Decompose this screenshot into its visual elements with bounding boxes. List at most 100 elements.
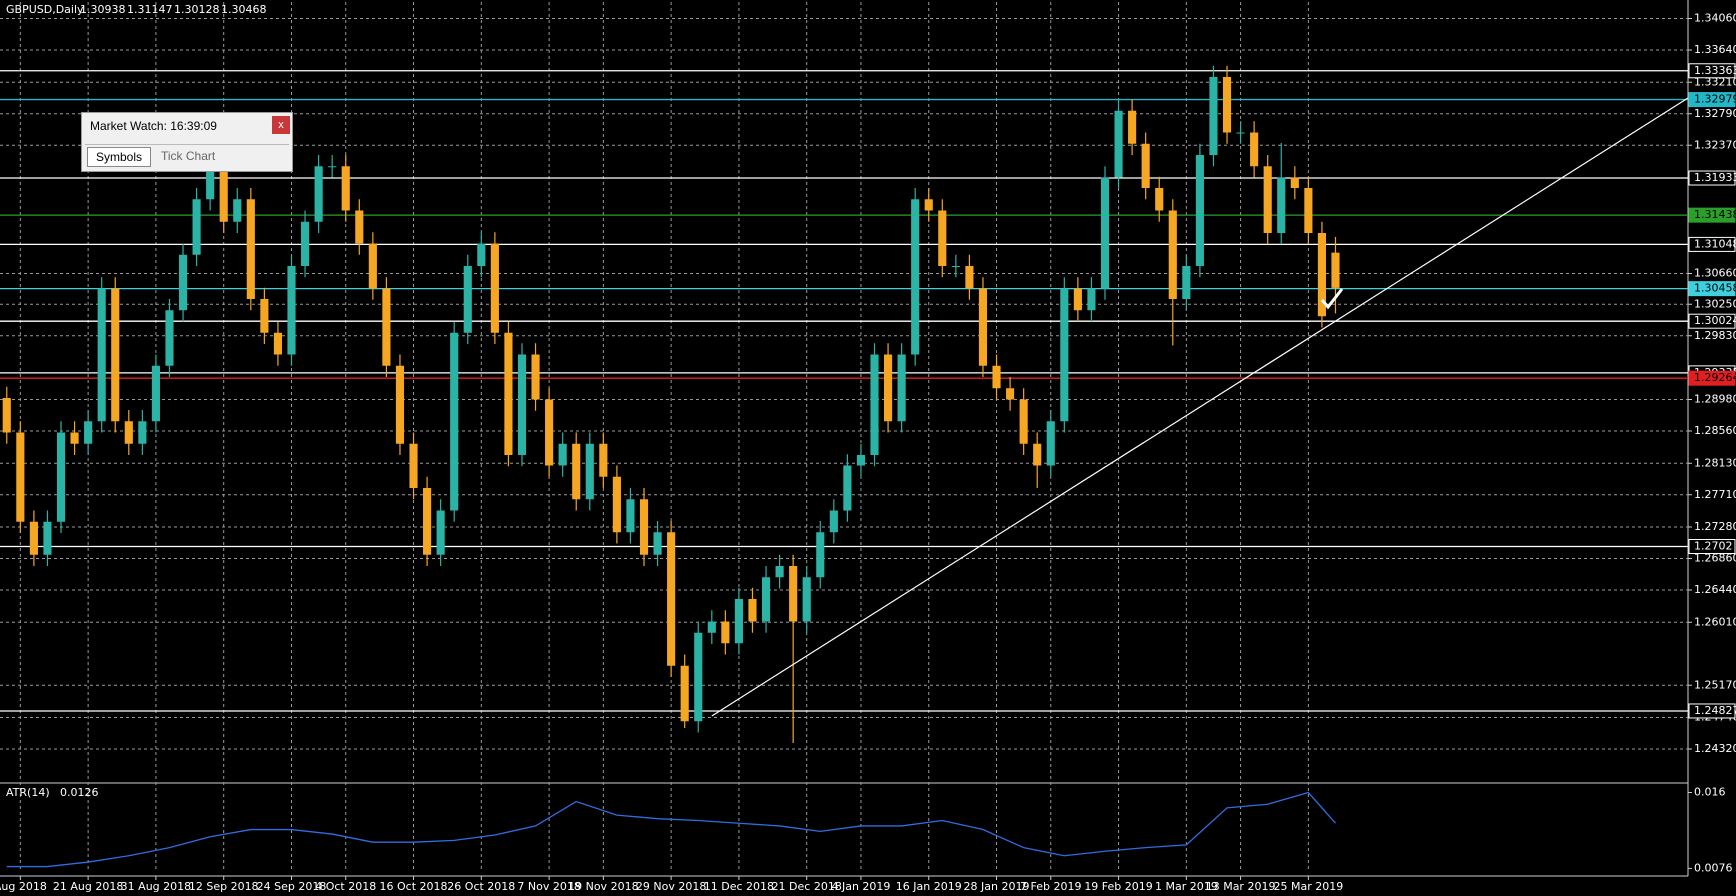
candle-body: [531, 354, 540, 400]
atr-line: [6, 791, 1336, 868]
x-tick-label: 26 Oct 2018: [447, 880, 515, 893]
y-tick-label: 1.34060: [1694, 12, 1736, 25]
candle-body: [843, 465, 852, 511]
candle-body: [585, 443, 594, 500]
candle-body: [1033, 443, 1042, 466]
candle-body: [97, 288, 106, 422]
candle-body: [1073, 288, 1082, 311]
candle-body: [341, 166, 350, 211]
candle-body: [911, 199, 920, 355]
candle-body: [653, 532, 662, 555]
candle-body: [978, 288, 988, 366]
y-tick-label: 0.016: [1694, 786, 1726, 799]
candle-body: [151, 365, 160, 422]
x-tick-label: 7 Feb 2019: [1020, 880, 1081, 893]
check-icon: [1320, 288, 1344, 310]
candle-body: [558, 443, 567, 466]
y-tick-label: 1.24320: [1694, 742, 1736, 755]
close-button[interactable]: x: [272, 116, 290, 134]
level-label: 1.24827: [1694, 704, 1736, 717]
level-label: 1.32979: [1694, 93, 1736, 106]
candle-body: [314, 166, 323, 222]
candle-body: [870, 354, 879, 455]
x-tick-label: 19 Feb 2019: [1084, 880, 1152, 893]
x-tick-label: 16 Oct 2018: [380, 880, 448, 893]
candle-body: [1155, 188, 1164, 211]
level-label-box: [1688, 539, 1736, 554]
x-tick-label: 21 Dec 2018: [772, 880, 842, 893]
level-label-box: [1688, 170, 1736, 186]
candle-body: [545, 399, 554, 466]
atr-value: 0.0126: [60, 786, 99, 799]
candle-body: [219, 166, 228, 222]
level-label-box: [1688, 63, 1736, 79]
candle-body: [1304, 188, 1313, 233]
y-tick-label: 1.26010: [1694, 615, 1736, 628]
y-tick-label: 0.0076: [1694, 861, 1733, 874]
candle-body: [355, 210, 364, 244]
candle-body: [368, 243, 377, 289]
candle-body: [1128, 110, 1137, 144]
x-tick-label: 11 Dec 2018: [704, 880, 774, 893]
candle-body: [1100, 177, 1110, 289]
y-tick-label: 1.28560: [1694, 424, 1736, 437]
candle-body: [192, 199, 201, 255]
level-label: 1.31438: [1694, 208, 1736, 221]
candle-body: [287, 266, 296, 355]
y-tick-label: 1.26860: [1694, 552, 1736, 565]
level-label-box: [1688, 236, 1736, 252]
tab[interactable]: Symbols: [87, 147, 152, 167]
quote-low: 1.30128: [174, 3, 220, 16]
market-watch-window[interactable]: Market Watch: 16:39:09 x Symbols Tick Ch…: [81, 112, 293, 172]
candle-body: [2, 398, 11, 433]
level-label: 1.2702: [1694, 540, 1733, 553]
candle-body: [1060, 288, 1069, 422]
candle-body: [626, 499, 635, 533]
candle-body: [1046, 421, 1055, 466]
candle-body: [517, 354, 527, 455]
atr-name: ATR(14): [6, 786, 50, 799]
labels: GBPUSD,Daily 1.30938 1.31147 1.30128 1.3…: [6, 3, 267, 799]
candle-body: [43, 521, 52, 555]
candle-body: [1250, 132, 1259, 167]
level-label-box: [1688, 207, 1736, 223]
candle-body: [477, 243, 486, 266]
level-label-box: [1688, 370, 1736, 386]
candle-body: [423, 488, 432, 555]
tab[interactable]: Tick Chart: [161, 149, 216, 163]
candle-body: [599, 443, 608, 477]
y-tick-label: 1.32370: [1694, 138, 1736, 151]
candle-body: [694, 632, 703, 722]
x-tick-label: 4 Jan 2019: [831, 880, 890, 893]
y-tick-label: 1.30660: [1694, 267, 1736, 280]
candle-body: [206, 166, 215, 200]
y-tick-label: 1.27710: [1694, 488, 1736, 501]
tab-bar: Symbols Tick Chart: [85, 144, 289, 167]
marks: 1.34060 1.33640 1.33210 1.32790 1.32370 1.306…: [0, 12, 1736, 893]
x-tick-label: 16 Jan 2019: [896, 880, 962, 893]
candle-body: [178, 254, 188, 311]
candle-body: [450, 332, 459, 511]
y-tick-label: 1.27280: [1694, 520, 1736, 533]
y-tick-label: 1.33210: [1694, 75, 1736, 88]
x-tick-label: 19 Nov 2018: [568, 880, 638, 893]
y-tick-label: 1.32790: [1694, 107, 1736, 120]
candle-body: [1317, 233, 1326, 317]
candle-body: [300, 221, 310, 266]
x-tick-label: 7 Nov 2018: [517, 880, 580, 893]
y-tick-label: 1.26440: [1694, 583, 1736, 596]
quote-close: 1.30468: [221, 3, 267, 16]
candle-body: [16, 432, 25, 522]
candle-body: [1168, 210, 1177, 299]
candle-body: [70, 432, 79, 444]
candle-body: [260, 299, 269, 333]
candle-body: [233, 199, 242, 222]
y-tick-label: 1.33640: [1694, 43, 1736, 56]
candle-body: [504, 332, 513, 455]
candle-body: [1263, 166, 1272, 233]
candle-body: [802, 577, 811, 622]
y-tick-label: 1.30250: [1694, 297, 1736, 310]
candle-body: [1290, 177, 1299, 188]
candle-body: [667, 532, 676, 666]
